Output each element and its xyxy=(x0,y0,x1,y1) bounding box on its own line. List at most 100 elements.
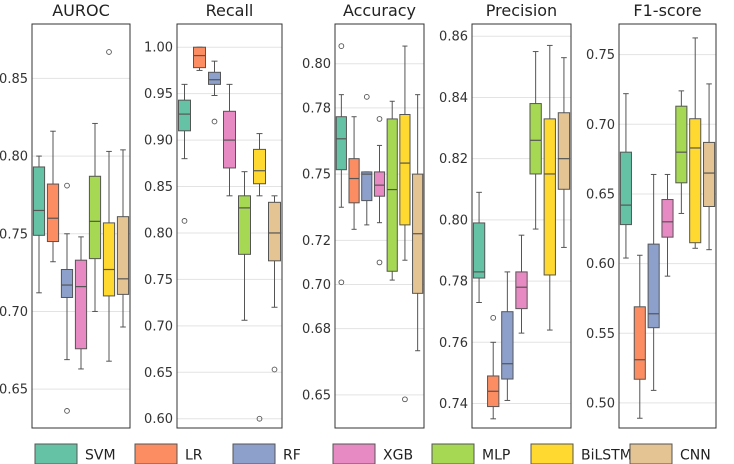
box-iqr xyxy=(46,183,60,243)
box-auroc-xgb xyxy=(74,236,88,370)
box-iqr xyxy=(386,118,398,272)
box-iqr xyxy=(501,311,514,380)
box-accuracy-svm xyxy=(335,43,347,286)
panel-frame xyxy=(618,23,717,429)
outlier-point xyxy=(64,182,70,189)
legend-item-cnn: CNN xyxy=(629,443,711,464)
box-auroc-lr xyxy=(46,130,60,263)
outlier-point xyxy=(256,415,263,422)
box-accuracy-mlp xyxy=(386,100,398,281)
panel-title: Recall xyxy=(206,1,254,20)
y-tick-label: 0.65 xyxy=(302,388,331,403)
box-iqr xyxy=(335,116,347,171)
legend-swatch xyxy=(530,443,574,464)
box-iqr xyxy=(689,118,702,244)
box-precision-bilstm xyxy=(543,44,556,331)
box-recall-cnn xyxy=(268,195,281,373)
legend-swatch xyxy=(332,443,376,464)
box-precision-svm xyxy=(472,191,486,304)
y-tick-label: 0.70 xyxy=(586,118,615,133)
y-tick-label: 0.60 xyxy=(586,257,615,272)
box-iqr xyxy=(253,148,266,185)
box-accuracy-xgb xyxy=(373,116,386,266)
box-accuracy-bilstm xyxy=(399,45,411,403)
outlier-point xyxy=(363,94,370,100)
legend-swatch xyxy=(629,443,673,464)
box-accuracy-cnn xyxy=(412,94,424,352)
box-f1-score-bilstm xyxy=(689,37,702,249)
panel-auroc: 0.65 0.70 0.75 0.80 0.85 AUROC xyxy=(0,1,131,429)
box-recall-mlp xyxy=(238,171,251,321)
y-tick-label: 0.90 xyxy=(144,134,173,149)
y-tick-label: 0.75 xyxy=(0,227,28,242)
box-iqr xyxy=(675,105,688,184)
box-iqr xyxy=(88,175,102,260)
y-tick-label: 0.76 xyxy=(439,336,468,351)
box-iqr xyxy=(472,222,486,279)
legend-label: SVM xyxy=(85,448,116,464)
legend-swatch xyxy=(34,443,78,464)
box-auroc-mlp xyxy=(88,122,102,312)
box-recall-lr xyxy=(193,46,206,71)
legend-item-svm: SVM xyxy=(34,443,116,464)
panel-frame xyxy=(31,23,131,429)
box-iqr xyxy=(703,141,716,207)
legend-swatch xyxy=(134,443,178,464)
y-tick-label: 0.82 xyxy=(439,152,468,167)
y-tick-label: 0.75 xyxy=(144,273,173,288)
legend-item-rf: RF xyxy=(232,443,301,464)
box-iqr xyxy=(116,216,130,295)
y-tick-label: 0.74 xyxy=(439,397,468,412)
box-precision-cnn xyxy=(557,57,571,248)
legend-label: RF xyxy=(283,448,301,464)
box-precision-lr xyxy=(487,314,500,420)
y-tick-label: 0.65 xyxy=(144,366,173,381)
box-iqr xyxy=(633,306,646,380)
legend-item-xgb: XGB xyxy=(332,443,413,464)
box-iqr xyxy=(102,222,116,297)
y-tick-label: 0.70 xyxy=(144,319,173,334)
outlier-point xyxy=(338,279,345,286)
y-tick-label: 0.80 xyxy=(0,150,28,165)
box-precision-mlp xyxy=(529,51,542,230)
y-tick-label: 0.72 xyxy=(302,234,331,249)
box-iqr xyxy=(268,201,281,262)
box-recall-svm xyxy=(178,83,191,224)
outlier-point xyxy=(211,118,218,125)
panel-frame xyxy=(176,23,283,429)
panel-precision: 0.74 0.76 0.78 0.80 0.82 0.84 0.86 Precision xyxy=(439,1,572,429)
box-accuracy-rf xyxy=(361,94,373,226)
box-iqr xyxy=(32,166,46,236)
box-iqr xyxy=(529,103,542,175)
box-auroc-bilstm xyxy=(102,49,116,362)
y-tick-label: 0.78 xyxy=(439,275,468,290)
y-tick-label: 0.65 xyxy=(586,187,615,202)
y-tick-label: 0.78 xyxy=(302,101,331,116)
box-precision-rf xyxy=(501,271,514,401)
y-tick-label: 0.86 xyxy=(439,30,468,45)
legend-swatch xyxy=(431,443,475,464)
y-tick-label: 0.70 xyxy=(302,278,331,293)
legend-item-lr: LR xyxy=(134,443,203,464)
legend-swatch xyxy=(232,443,276,464)
panel-title: AUROC xyxy=(52,1,110,20)
legend-item-mlp: MLP xyxy=(431,443,510,464)
outlier-point xyxy=(376,259,383,266)
box-iqr xyxy=(193,46,206,69)
outlier-point xyxy=(338,43,345,49)
panel-title: F1-score xyxy=(633,1,701,20)
y-tick-label: 0.80 xyxy=(144,226,173,241)
box-f1-score-rf xyxy=(647,173,660,391)
y-tick-label: 0.75 xyxy=(302,168,331,183)
panel-title: Precision xyxy=(486,1,557,20)
panel-frame xyxy=(471,23,572,429)
y-tick-label: 0.70 xyxy=(0,305,28,320)
box-f1-score-xgb xyxy=(661,173,674,277)
y-tick-label: 0.95 xyxy=(144,87,173,102)
box-accuracy-lr xyxy=(348,116,360,230)
box-iqr xyxy=(619,151,632,226)
box-precision-xgb xyxy=(515,234,528,334)
box-recall-bilstm xyxy=(253,133,266,422)
box-auroc-rf xyxy=(60,182,74,414)
box-iqr xyxy=(238,195,251,255)
